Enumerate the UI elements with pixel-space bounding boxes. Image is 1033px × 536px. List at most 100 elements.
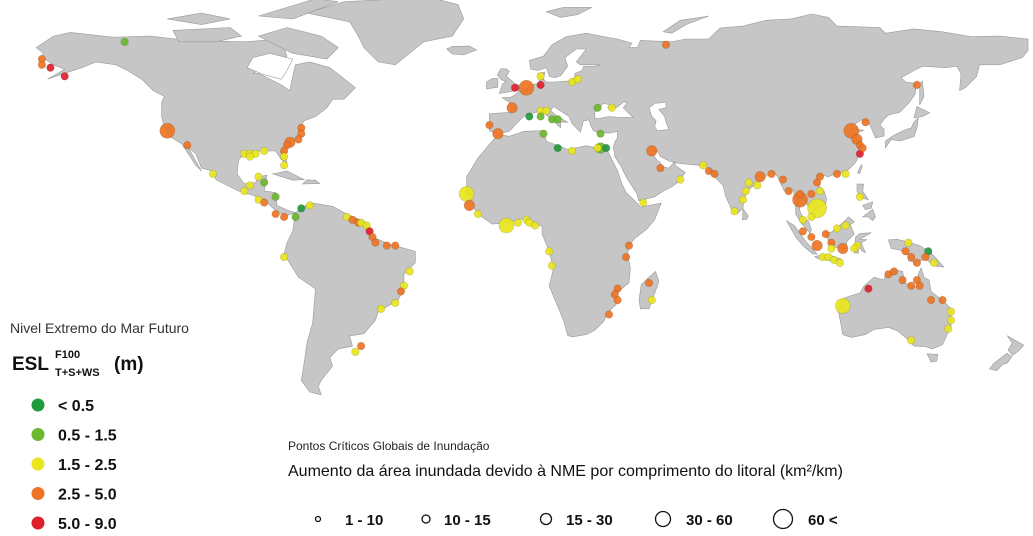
hotspot-marker[interactable] <box>926 296 936 305</box>
hotspot-marker[interactable] <box>530 221 540 230</box>
hotspot-marker[interactable] <box>647 296 656 305</box>
hotspot-marker[interactable] <box>294 135 303 144</box>
hotspot-marker[interactable] <box>944 324 953 333</box>
hotspot-marker[interactable] <box>382 241 391 250</box>
hotspot-marker[interactable] <box>37 60 47 69</box>
hotspot-marker[interactable] <box>850 244 859 253</box>
hotspot-marker[interactable] <box>260 178 269 187</box>
hotspot-marker[interactable] <box>473 209 483 219</box>
hotspot-marker[interactable] <box>855 192 865 201</box>
hotspot-marker[interactable] <box>741 187 751 196</box>
hotspot-marker[interactable] <box>567 146 577 155</box>
hotspot-marker[interactable] <box>639 198 648 207</box>
hotspot-marker[interactable] <box>573 75 582 84</box>
hotspot-marker[interactable] <box>405 267 414 276</box>
hotspot-marker[interactable] <box>832 224 842 233</box>
hotspot-marker[interactable] <box>807 232 816 242</box>
hotspot-marker[interactable] <box>60 72 69 81</box>
hotspot-marker[interactable] <box>525 112 534 121</box>
hotspot-marker[interactable] <box>929 258 939 267</box>
hotspot-marker[interactable] <box>506 102 518 114</box>
hotspot-marker[interactable] <box>858 143 867 153</box>
hotspot-marker[interactable] <box>536 112 545 121</box>
hotspot-marker[interactable] <box>767 169 776 178</box>
hotspot-marker[interactable] <box>834 298 851 314</box>
hotspot-marker[interactable] <box>498 217 515 234</box>
hotspot-marker[interactable] <box>536 80 545 89</box>
hotspot-marker[interactable] <box>710 169 719 178</box>
hotspot-marker[interactable] <box>815 172 825 181</box>
hotspot-marker[interactable] <box>260 198 269 207</box>
hotspot-marker[interactable] <box>280 161 289 170</box>
hotspot-marker[interactable] <box>536 72 545 81</box>
hotspot-marker[interactable] <box>798 227 808 236</box>
hotspot-marker[interactable] <box>396 287 406 296</box>
hotspot-marker[interactable] <box>297 204 306 213</box>
hotspot-marker[interactable] <box>795 189 805 198</box>
hotspot-marker[interactable] <box>624 241 634 250</box>
hotspot-marker[interactable] <box>271 192 280 201</box>
hotspot-marker[interactable] <box>841 169 850 178</box>
hotspot-marker[interactable] <box>291 212 300 221</box>
hotspot-marker[interactable] <box>946 307 956 316</box>
hotspot-marker[interactable] <box>596 129 605 138</box>
hotspot-marker[interactable] <box>912 258 922 267</box>
hotspot-marker[interactable] <box>351 347 360 356</box>
hotspot-marker[interactable] <box>208 169 217 178</box>
hotspot-marker[interactable] <box>518 80 535 96</box>
hotspot-marker[interactable] <box>280 212 289 221</box>
hotspot-marker[interactable] <box>245 152 254 161</box>
hotspot-marker[interactable] <box>907 253 916 262</box>
hotspot-marker[interactable] <box>260 146 269 155</box>
hotspot-marker[interactable] <box>907 281 916 290</box>
hotspot-marker[interactable] <box>254 172 263 181</box>
hotspot-marker[interactable] <box>835 258 845 267</box>
hotspot-marker[interactable] <box>730 207 739 216</box>
hotspot-marker[interactable] <box>120 37 129 46</box>
hotspot-marker[interactable] <box>811 240 823 252</box>
hotspot-marker[interactable] <box>371 238 380 247</box>
hotspot-marker[interactable] <box>613 296 622 305</box>
hotspot-marker[interactable] <box>391 241 400 250</box>
hotspot-marker[interactable] <box>510 83 520 92</box>
hotspot-marker[interactable] <box>280 253 289 262</box>
hotspot-marker[interactable] <box>542 106 551 115</box>
hotspot-marker[interactable] <box>245 181 254 190</box>
hotspot-marker[interactable] <box>744 178 753 187</box>
hotspot-marker[interactable] <box>946 316 956 325</box>
hotspot-marker[interactable] <box>492 128 504 140</box>
hotspot-marker[interactable] <box>753 181 762 190</box>
hotspot-marker[interactable] <box>821 230 830 239</box>
hotspot-marker[interactable] <box>545 247 554 256</box>
hotspot-marker[interactable] <box>915 281 924 290</box>
hotspot-marker[interactable] <box>837 242 849 255</box>
hotspot-marker[interactable] <box>46 63 55 72</box>
hotspot-marker[interactable] <box>159 123 176 139</box>
hotspot-marker[interactable] <box>898 276 907 285</box>
hotspot-marker[interactable] <box>904 238 913 247</box>
hotspot-marker[interactable] <box>738 195 748 204</box>
hotspot-marker[interactable] <box>901 247 910 256</box>
hotspot-marker[interactable] <box>485 120 494 130</box>
hotspot-marker[interactable] <box>778 175 788 184</box>
hotspot-marker[interactable] <box>644 278 654 288</box>
hotspot-marker[interactable] <box>357 342 366 351</box>
hotspot-marker[interactable] <box>827 244 836 253</box>
hotspot-marker[interactable] <box>807 212 816 221</box>
hotspot-marker[interactable] <box>921 253 930 262</box>
hotspot-marker[interactable] <box>280 152 289 161</box>
hotspot-marker[interactable] <box>864 284 873 293</box>
hotspot-marker[interactable] <box>593 143 602 153</box>
hotspot-marker[interactable] <box>841 221 850 230</box>
hotspot-marker[interactable] <box>593 103 602 112</box>
hotspot-marker[interactable] <box>607 103 617 112</box>
hotspot-marker[interactable] <box>183 141 192 150</box>
hotspot-marker[interactable] <box>646 145 658 157</box>
hotspot-marker[interactable] <box>547 261 557 270</box>
hotspot-marker[interactable] <box>463 199 476 211</box>
hotspot-marker[interactable] <box>513 218 523 227</box>
hotspot-marker[interactable] <box>656 164 665 173</box>
hotspot-marker[interactable] <box>938 296 947 305</box>
hotspot-marker[interactable] <box>602 143 611 153</box>
hotspot-marker[interactable] <box>832 169 842 178</box>
